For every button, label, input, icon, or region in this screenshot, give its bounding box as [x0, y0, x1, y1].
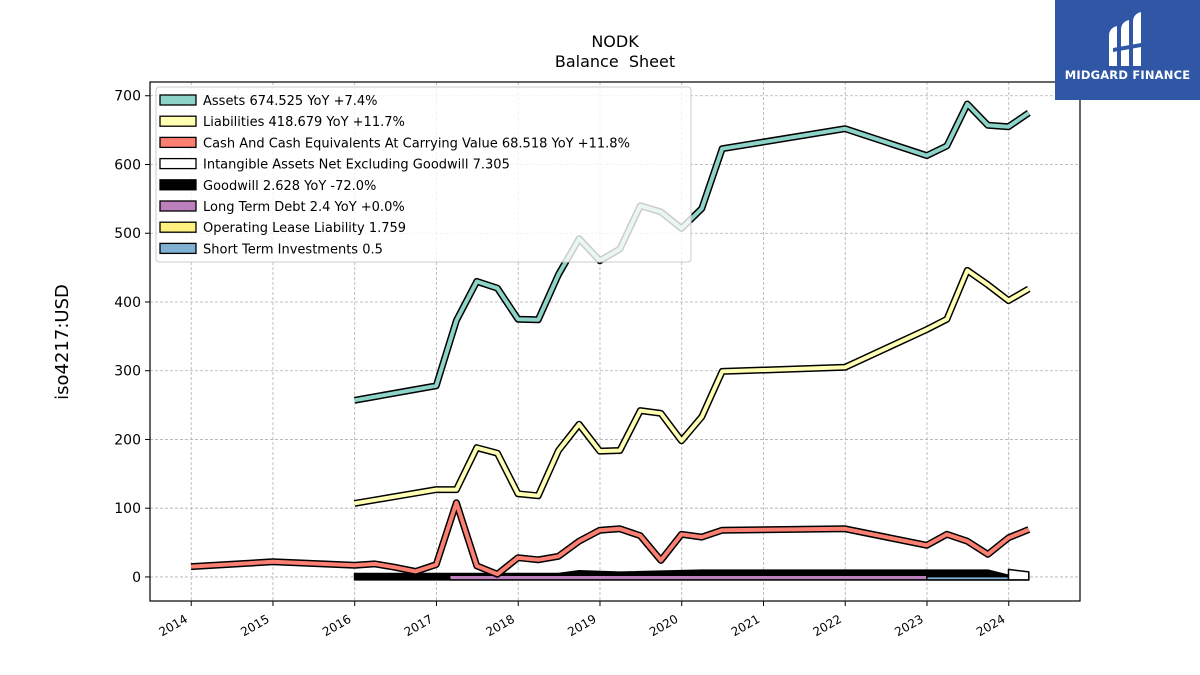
- legend-label: Long Term Debt 2.4 YoY +0.0%: [203, 200, 405, 215]
- legend-item: Liabilities 418.679 YoY +11.7%: [159, 115, 405, 130]
- series-cash-and-cash-equivalents-at-carrying-value: [190, 499, 1031, 578]
- x-tick-label: 2020: [647, 612, 680, 639]
- legend-swatch: [159, 179, 197, 191]
- x-tick-label: 2016: [320, 612, 353, 639]
- series-intangible-assets-net-excluding-goodwill: [1007, 568, 1030, 581]
- legend-box: [155, 86, 692, 263]
- legend-item: Goodwill 2.628 YoY -72.0%: [159, 179, 376, 194]
- legend: Assets 674.525 YoY +7.4% Liabilities 418.…: [155, 86, 692, 263]
- x-tick-label: 2022: [811, 612, 844, 639]
- series-short-term-investments: [926, 575, 1010, 581]
- x-tick-label: 2023: [892, 612, 925, 639]
- x-tick-label: 2015: [238, 612, 271, 639]
- legend-swatch: [159, 94, 197, 106]
- plot-frame: [149, 81, 1081, 602]
- y-axis-label: iso4217:USD: [52, 284, 73, 400]
- legend-label: Liabilities 418.679 YoY +11.7%: [203, 115, 405, 130]
- legend-item: Operating Lease Liability 1.759: [159, 221, 406, 236]
- legend-swatch: [159, 200, 197, 212]
- legend-swatch: [159, 157, 197, 170]
- y-tick-label: 200: [114, 432, 141, 448]
- series-line: [190, 500, 1030, 577]
- legend-swatch: [159, 221, 197, 233]
- legend-label: Assets 674.525 YoY +7.4%: [203, 94, 378, 109]
- x-tick-label: 2018: [483, 612, 516, 639]
- brand-name: MIDGARD FINANCE: [1064, 68, 1191, 82]
- x-tick-label: 2021: [729, 612, 762, 639]
- y-tick-label: 300: [114, 364, 141, 380]
- legend-item: Intangible Assets Net Excluding Goodwill…: [159, 157, 510, 173]
- chart-subtitle: Balance Sheet: [555, 52, 675, 71]
- x-tick-label: 2024: [974, 612, 1007, 639]
- x-tick-label: 2019: [565, 612, 598, 639]
- legend-label: Short Term Investments 0.5: [203, 242, 383, 257]
- legend-label: Operating Lease Liability 1.759: [203, 221, 406, 236]
- legend-swatch: [159, 242, 197, 255]
- y-tick-label: 400: [114, 295, 141, 311]
- legend-label: Cash And Cash Equivalents At Carrying Va…: [203, 136, 630, 151]
- y-tick-label: 500: [114, 226, 141, 242]
- series-liabilities: [353, 266, 1031, 507]
- series-line-outline: [353, 266, 1031, 507]
- series-line: [354, 268, 1030, 506]
- legend-label: Goodwill 2.628 YoY -72.0%: [203, 179, 376, 194]
- x-tick-label: 2017: [402, 612, 435, 639]
- legend-swatch: [159, 136, 197, 149]
- y-tick-label: 700: [114, 89, 141, 105]
- legend-swatch: [159, 115, 197, 127]
- y-tick-label: 600: [114, 157, 141, 173]
- legend-item: Assets 674.525 YoY +7.4%: [159, 94, 378, 109]
- chart-title: NODK: [591, 32, 639, 51]
- legend-item: Short Term Investments 0.5: [159, 242, 383, 257]
- brand-mark-icon: [1109, 12, 1147, 66]
- brand-logo: MIDGARD FINANCE: [1055, 0, 1200, 100]
- y-tick-label: 100: [114, 501, 141, 517]
- legend-item: Cash And Cash Equivalents At Carrying Va…: [159, 136, 630, 151]
- legend-label: Intangible Assets Net Excluding Goodwill…: [203, 158, 510, 173]
- x-tick-label: 2014: [156, 612, 189, 639]
- series-layer: [190, 100, 1031, 581]
- series-band: [926, 575, 1010, 581]
- series-band: [1007, 568, 1030, 581]
- legend-item: Long Term Debt 2.4 YoY +0.0%: [159, 200, 405, 215]
- y-tick-label: 0: [132, 570, 141, 586]
